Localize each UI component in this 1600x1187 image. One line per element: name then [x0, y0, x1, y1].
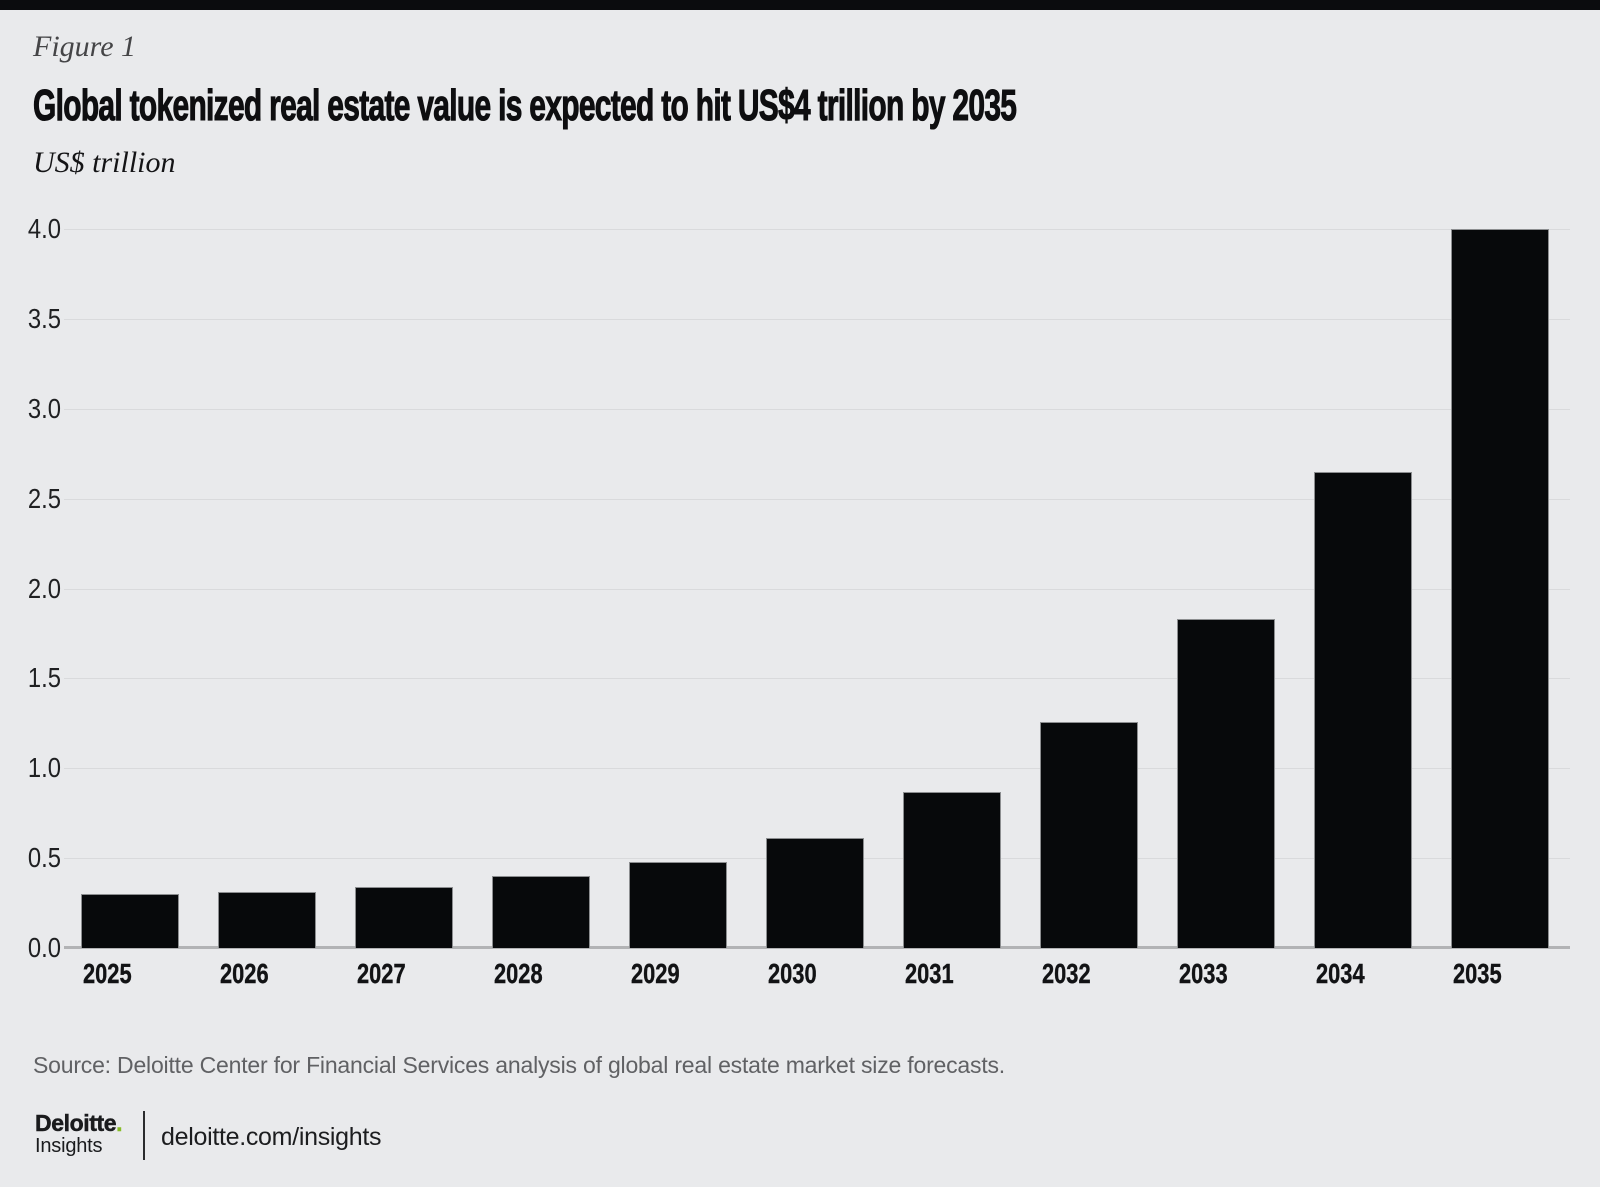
unit-label: US$ trillion [33, 146, 176, 179]
figure-label: Figure 1 [33, 30, 137, 63]
top-accent-bar [0, 0, 1600, 10]
gridline-3.5 [64, 319, 1570, 320]
bar-2033 [1177, 619, 1275, 948]
x-tick-label-2034: 2034 [1316, 958, 1365, 989]
y-tick-label-2.0: 2.0 [27, 573, 62, 604]
y-tick-label-1.5: 1.5 [27, 662, 62, 693]
x-tick-label-2029: 2029 [631, 958, 680, 989]
x-tick-label-2032: 2032 [1042, 958, 1091, 989]
y-tick-label-1.0: 1.0 [27, 752, 62, 783]
brand-text: Deloitte [35, 1110, 117, 1136]
x-tick-label-2027: 2027 [357, 958, 406, 989]
bar-2035 [1451, 229, 1549, 948]
bar-2026 [218, 892, 316, 948]
y-tick-label-3.5: 3.5 [27, 303, 62, 334]
bar-2029 [629, 862, 727, 948]
bar-2032 [1040, 722, 1138, 948]
bar-2027 [355, 887, 453, 948]
y-tick-label-4.0: 4.0 [27, 213, 62, 244]
bar-2028 [492, 876, 590, 948]
gridline-1.5 [64, 678, 1570, 679]
gridline-2.0 [64, 589, 1570, 590]
x-tick-label-2033: 2033 [1179, 958, 1228, 989]
bar-2034 [1314, 472, 1412, 948]
gridline-3.0 [64, 409, 1570, 410]
chart-title: Global tokenized real estate value is ex… [33, 80, 1018, 130]
x-tick-label-2025: 2025 [83, 958, 132, 989]
x-tick-label-2028: 2028 [494, 958, 543, 989]
y-tick-label-2.5: 2.5 [27, 483, 62, 514]
y-tick-label-3.0: 3.0 [27, 393, 62, 424]
footer-url: deloitte.com/insights [161, 1123, 382, 1151]
gridline-4.0 [64, 229, 1570, 230]
y-tick-label-0.0: 0.0 [27, 932, 62, 963]
brand-wordmark: Deloitte. [35, 1110, 123, 1136]
y-tick-label-0.5: 0.5 [27, 842, 62, 873]
x-tick-label-2031: 2031 [905, 958, 954, 989]
x-tick-label-2030: 2030 [768, 958, 817, 989]
bar-2025 [81, 894, 179, 948]
x-tick-label-2026: 2026 [220, 958, 269, 989]
gridline-1.0 [64, 768, 1570, 769]
brand-subtitle: Insights [35, 1135, 103, 1157]
bar-2030 [766, 838, 864, 948]
bar-2031 [903, 792, 1001, 948]
brand-green-dot: . [116, 1110, 123, 1136]
source-note: Source: Deloitte Center for Financial Se… [33, 1052, 1005, 1078]
gridline-2.5 [64, 499, 1570, 500]
x-tick-label-2035: 2035 [1453, 958, 1502, 989]
footer-divider [143, 1111, 145, 1160]
deloitte-insights-logo: Deloitte. Insights [35, 1110, 123, 1157]
